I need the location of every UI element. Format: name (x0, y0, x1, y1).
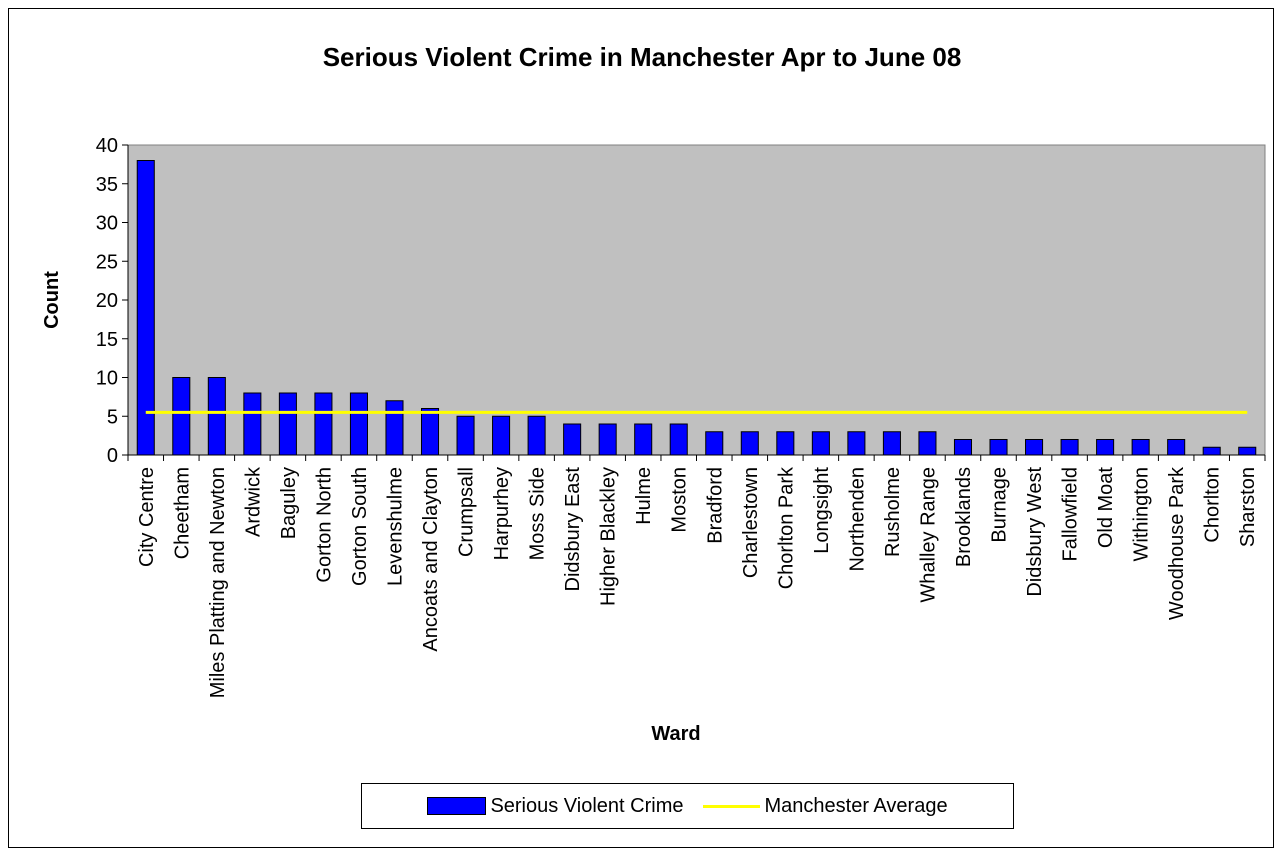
legend: Serious Violent Crime Manchester Average (361, 783, 1014, 829)
x-tick-label: Longsight (811, 467, 833, 554)
bar-hulme (634, 423, 653, 456)
bar-old-moat (1096, 439, 1115, 456)
bar-city-centre (136, 160, 155, 456)
x-tick-label: Bradford (704, 467, 726, 544)
y-tick-label: 40 (96, 135, 118, 157)
x-tick-label: Burnage (989, 467, 1011, 543)
x-tick-label: City Centre (136, 467, 158, 567)
x-tick-label: Gorton South (349, 467, 371, 586)
bar-higher-blackley (598, 423, 617, 456)
bar-crumpsall (456, 415, 475, 456)
x-labels-group: City Centre Cheetham Miles Platting and Ne… (127, 455, 1266, 698)
x-tick-label: Northenden (846, 467, 868, 572)
legend-item-bars: Serious Violent Crime (427, 795, 683, 818)
x-tick-label: Gorton North (313, 467, 335, 583)
bar-withington (1131, 439, 1150, 456)
y-axis-title: Count (41, 271, 63, 329)
y-tick-label: 30 (96, 213, 118, 235)
bar-whalley-range (918, 431, 937, 456)
bar-chorlton-park (776, 431, 795, 456)
legend-swatch-line (703, 804, 761, 808)
x-tick-label: Hulme (633, 467, 655, 525)
y-tick-label: 20 (96, 290, 118, 312)
x-tick-label: Withington (1131, 467, 1153, 562)
x-tick-label: Moston (669, 467, 691, 533)
bar-moston (669, 423, 688, 456)
legend-swatch-bar (427, 797, 487, 815)
bar-moss-side (527, 415, 546, 456)
x-tick-label: Chorlton Park (775, 466, 797, 589)
chart-title: Serious Violent Crime in Manchester Apr … (322, 42, 962, 72)
plot-area (127, 144, 1266, 456)
x-tick-label: Whalley Range (917, 467, 939, 603)
bar-baguley (278, 392, 297, 456)
x-tick-label: Didsbury East (562, 467, 584, 592)
bar-longsight (811, 431, 830, 456)
x-tick-label: Charlestown (740, 467, 762, 578)
x-tick-label: Didsbury West (1024, 467, 1046, 597)
x-tick-label: Higher Blackley (598, 467, 620, 606)
bar-didsbury-west (1025, 439, 1044, 456)
x-tick-label: Crumpsall (456, 467, 478, 557)
bar-didsbury-east (563, 423, 582, 456)
bar-charlestown (740, 431, 759, 456)
bar-fallowfield (1060, 439, 1079, 456)
bar-ancoats-and-clayton (420, 408, 440, 456)
bar-brooklands (953, 439, 973, 456)
x-tick-label: Moss Side (527, 467, 549, 560)
x-tick-label: Miles Platting and Newton (207, 467, 229, 698)
bar-gorton-south (349, 392, 368, 456)
x-tick-label: Levenshulme (384, 467, 406, 586)
bar-sharston (1238, 446, 1257, 456)
x-tick-label: Rusholme (882, 467, 904, 557)
y-tick-label: 35 (96, 174, 118, 196)
y-ticks-group: 0 5 10 15 20 25 30 35 40 (96, 135, 128, 467)
x-tick-label: Fallowfield (1060, 467, 1082, 561)
y-tick-label: 5 (107, 406, 118, 428)
x-tick-label: Ardwick (242, 466, 264, 537)
x-tick-label: Sharston (1237, 467, 1259, 547)
x-axis-title: Ward (651, 723, 700, 745)
bar-woodhouse-park (1167, 439, 1186, 456)
x-tick-label: Baguley (278, 467, 300, 539)
x-tick-label: Cheetham (171, 467, 193, 559)
bar-burnage (989, 439, 1008, 456)
bar-chorlton (1202, 446, 1221, 456)
bar-rusholme (882, 431, 901, 456)
x-tick-label: Harpurhey (491, 467, 513, 560)
x-tick-label: Woodhouse Park (1166, 466, 1188, 620)
y-tick-label: 10 (96, 368, 118, 390)
x-tick-label: Chorlton (1202, 467, 1224, 543)
bar-harpurhey (492, 415, 511, 456)
legend-item-line: Manchester Average (703, 794, 948, 818)
legend-label-line: Manchester Average (764, 794, 948, 817)
x-tick-label: Brooklands (953, 467, 975, 567)
bar-miles-platting-and-newton (207, 377, 226, 456)
bars-group (136, 160, 1257, 456)
bar-cheetham (172, 377, 191, 456)
y-tick-label: 15 (96, 329, 118, 351)
bar-gorton-north (314, 392, 333, 456)
bar-northenden (847, 431, 866, 456)
bar-ardwick (243, 392, 262, 456)
bar-bradford (705, 431, 724, 456)
bar-levenshulme (385, 400, 404, 456)
x-tick-label: Old Moat (1095, 467, 1117, 549)
x-tick-label: Ancoats and Clayton (420, 467, 442, 652)
y-tick-label: 0 (107, 445, 118, 467)
legend-label-bars: Serious Violent Crime (490, 794, 684, 817)
y-tick-label: 25 (96, 251, 118, 273)
